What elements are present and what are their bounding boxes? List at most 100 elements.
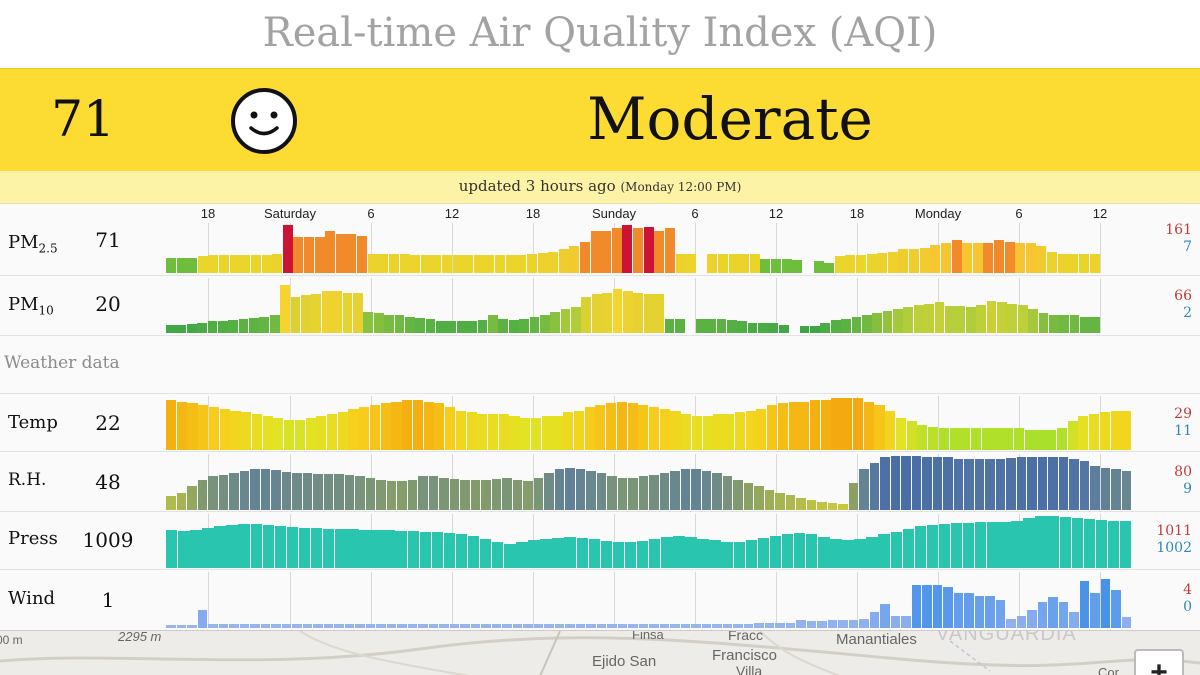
grid-line [776,454,777,510]
row-temp[interactable]: Temp 22 29 11 [0,394,1200,452]
grid-line [452,223,453,273]
chart-bar [838,620,848,628]
update-text: updated 3 hours ago [458,177,616,195]
grid-line [1019,396,1020,450]
chart-bar [516,542,528,568]
chart-bar [953,593,964,628]
chart-bar [445,407,456,450]
chart-bar [754,623,764,628]
chart-bar [359,407,370,450]
chart-bar [334,474,344,510]
chart-bar [830,320,841,333]
chart-bar [1015,243,1026,273]
chart-bar [974,459,985,510]
chart-bar [187,486,197,510]
chart-bar [1111,590,1121,628]
chart-bar [228,320,239,333]
grid-line [857,223,858,273]
chart-bar [914,526,927,568]
chart-bar [548,252,559,273]
chart-bar [386,481,397,510]
grid-line [1100,278,1101,333]
chart-bar [214,526,226,568]
time-tick: Sunday [591,206,637,221]
chart-bar [926,525,939,568]
grid-line [208,223,209,273]
chart-bar [550,312,561,333]
chart-bar [675,254,686,273]
chart-bar [504,544,516,568]
chart-bar [352,293,363,333]
aqi-banner: 71 Moderate [0,68,1200,171]
chart-bar [443,533,456,568]
chart-bar [565,624,575,628]
chart-bar [498,414,509,450]
chart-bar [218,624,229,628]
chart-bar [981,428,992,450]
map-view[interactable]: 00 m 2295 m Finsa Fracc Francisco Villa … [0,630,1200,675]
row-wind[interactable]: Wind 1 4 0 [0,570,1200,630]
row-press[interactable]: Press 1009 1011 1002 [0,512,1200,570]
chart-bar [859,469,869,510]
chart-bar [754,486,764,510]
chart-bar [399,254,410,273]
chart-bar [251,414,262,450]
time-tick: 12 [444,206,460,221]
grid-line [695,223,696,273]
chart-bar [198,405,209,450]
chart-bar [1025,243,1036,273]
chart-pm25 [166,223,1132,273]
chart-bar [359,530,371,568]
map-label: Villa [736,663,763,675]
chart-bar [1110,411,1121,450]
chart-bar [376,624,386,628]
map-roads [0,631,1200,675]
chart-bar [799,326,810,333]
chart-bar [994,240,1004,273]
chart-bar [197,256,208,273]
chart-bar [302,473,313,510]
row-pm10[interactable]: PM10 20 66 2 [0,276,1200,336]
chart-bar [838,504,848,510]
row-max: 4 [1183,582,1192,598]
row-pm25[interactable]: PM2.5 71 161 7 [0,204,1200,276]
chart-bar [473,255,484,273]
chart-bar [1027,457,1037,510]
chart-bar [845,255,856,273]
chart-bar [805,534,818,568]
chart-bar [533,478,544,510]
grid-line [857,278,858,333]
chart-bar [286,527,299,568]
weather-section: Weather data [0,336,1200,394]
chart-bar [834,256,845,273]
chart-bar [367,254,378,273]
chart-bar [749,254,760,273]
chart-bar [301,295,311,333]
chart-bar [166,496,176,510]
chart-bar [775,493,785,510]
row-rh[interactable]: R.H. 48 80 9 [0,452,1200,512]
chart-bar [898,249,909,273]
chart-bar [911,585,922,628]
chart-bar [851,317,862,333]
chart-bar [869,612,880,628]
grid-line [857,454,858,510]
chart-bar [841,319,851,333]
chart-bar [878,534,890,568]
chart-bar [596,624,607,628]
chart-bar [612,542,625,568]
chart-bar [1007,304,1018,333]
row-label: Press [8,528,58,549]
chart-bar [467,321,477,333]
chart-bar [479,539,492,568]
chart-bar [950,523,963,568]
chart-bar [901,616,911,628]
chart-bar [943,457,953,510]
zoom-in-button[interactable]: + [1134,649,1184,675]
chart-bar [943,587,953,628]
chart-bar [830,539,842,568]
chart-bar [996,302,1007,333]
chart-bar [250,469,260,510]
chart-bar [229,473,239,510]
chart-bar [778,325,789,333]
